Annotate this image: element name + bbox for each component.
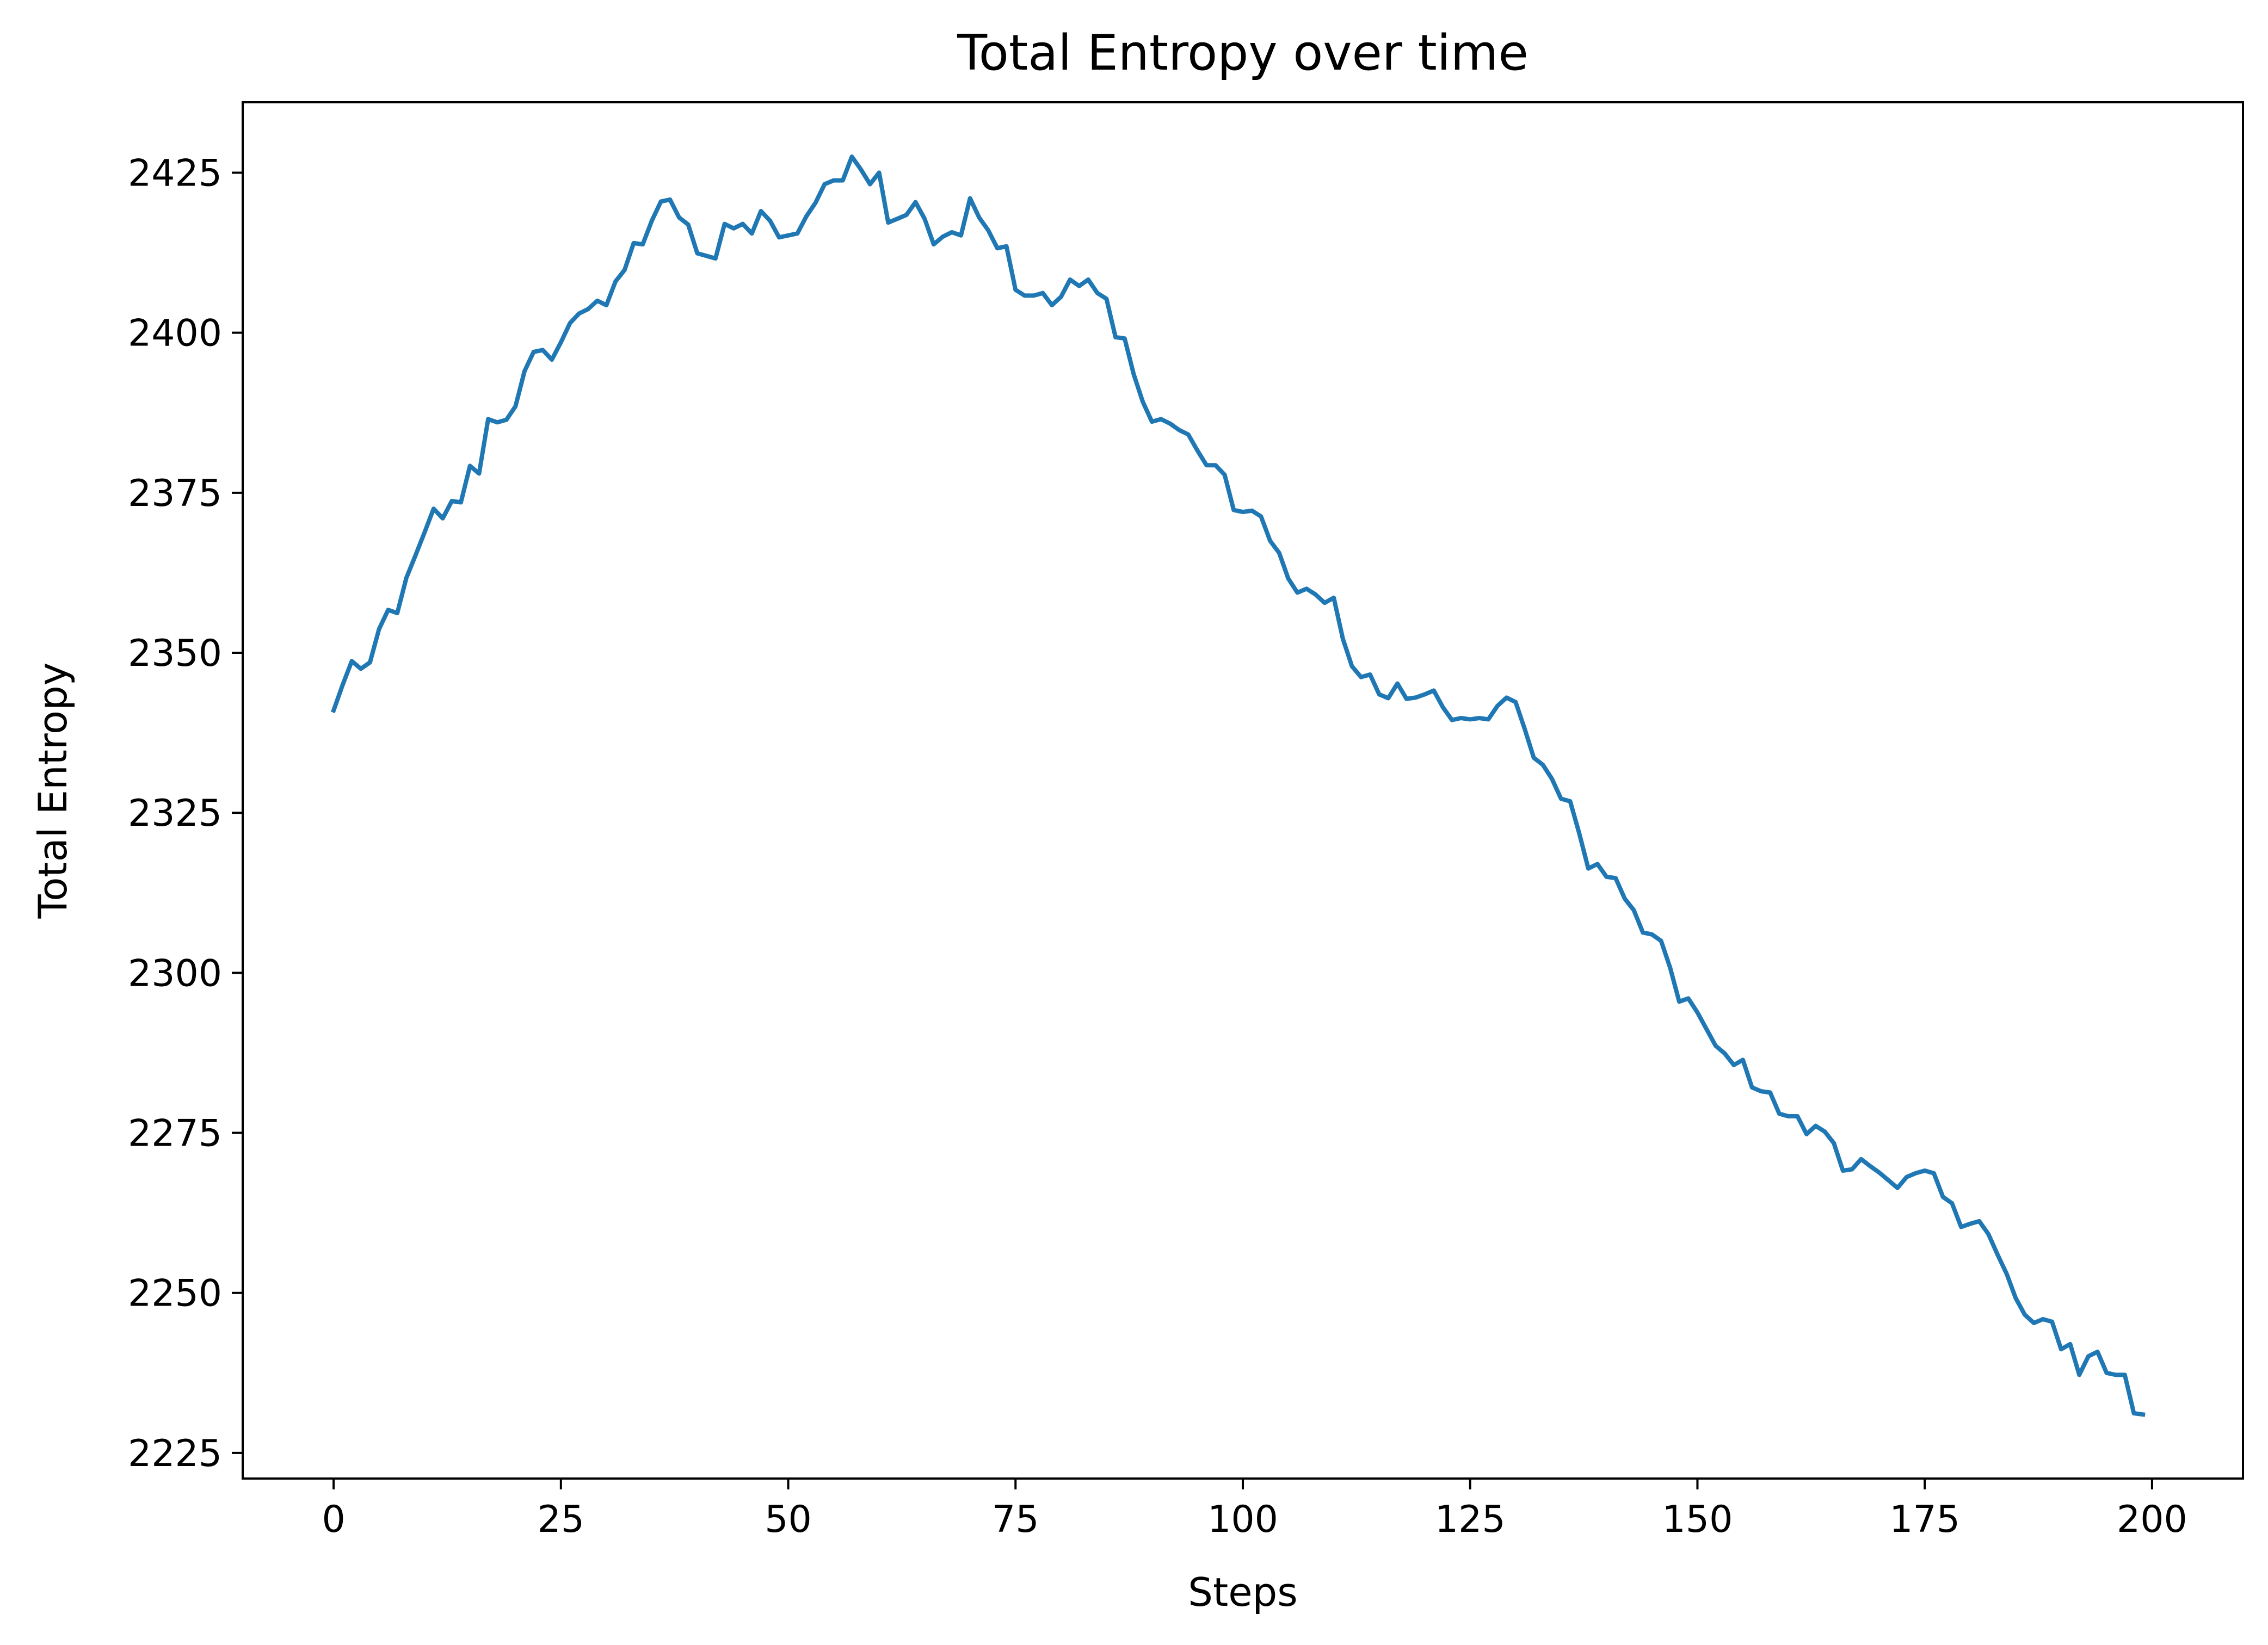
- x-tick-label: 50: [765, 1498, 812, 1541]
- y-tick-label: 2225: [128, 1432, 222, 1475]
- x-axis-label: Steps: [1188, 1569, 1297, 1615]
- y-tick-label: 2350: [128, 632, 222, 675]
- y-tick-label: 2400: [128, 312, 222, 355]
- x-axis: 0 25 50 75 100 125 150 175 200: [322, 1479, 2187, 1541]
- y-tick-label: 2300: [128, 952, 222, 995]
- x-tick-label: 0: [322, 1498, 345, 1541]
- x-tick-label: 100: [1207, 1498, 1278, 1541]
- y-axis-label: Total Entropy: [30, 663, 76, 919]
- x-tick-label: 150: [1662, 1498, 1733, 1541]
- y-tick-label: 2275: [128, 1112, 222, 1155]
- x-tick-label: 200: [2117, 1498, 2187, 1541]
- y-tick-label: 2250: [128, 1272, 222, 1315]
- y-tick-label: 2375: [128, 472, 222, 515]
- plot-area: [243, 102, 2243, 1479]
- plot-frame: [242, 101, 2244, 1480]
- y-tick-label: 2325: [128, 792, 222, 835]
- x-tick-label: 125: [1435, 1498, 1506, 1541]
- y-axis: 2225 2250 2275 2300 2325 2350 2375 2400 2425: [128, 152, 243, 1475]
- x-tick-label: 25: [538, 1498, 585, 1541]
- y-tick-label: 2425: [128, 152, 222, 195]
- x-tick-label: 75: [992, 1498, 1039, 1541]
- x-tick-label: 175: [1889, 1498, 1960, 1541]
- chart-title: Total Entropy over time: [957, 24, 1529, 82]
- series-line: [330, 154, 2146, 1417]
